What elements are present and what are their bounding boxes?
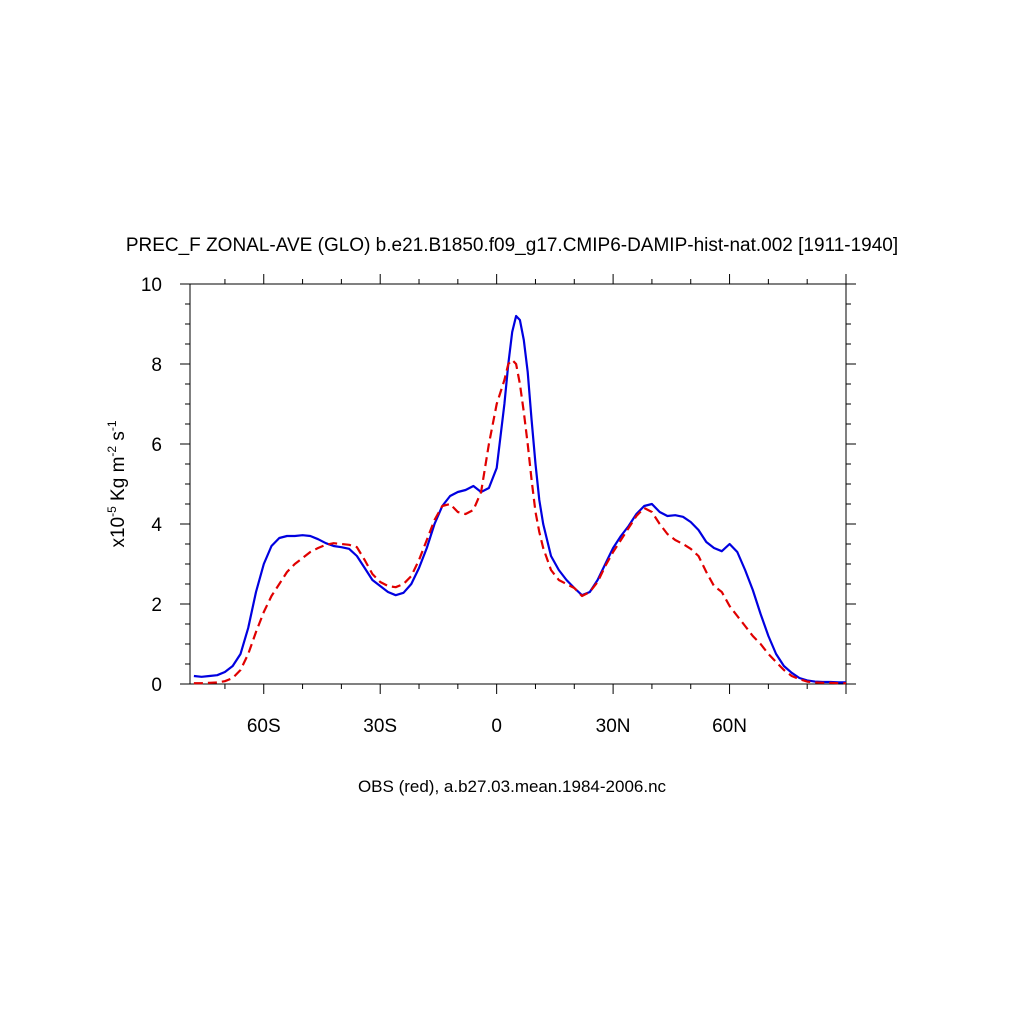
- x-tick-label: 60S: [247, 716, 281, 737]
- y-axis-label-exp3: -1: [105, 420, 119, 431]
- y-tick-label: 6: [151, 435, 162, 456]
- y-axis-label-unit2: s: [108, 431, 129, 446]
- plot-frame: [189, 283, 847, 685]
- chart-footer-note: OBS (red), a.b27.03.mean.1984-2006.nc: [358, 777, 667, 796]
- y-tick-label: 4: [151, 515, 162, 536]
- x-tick-label: 60N: [712, 716, 747, 737]
- y-tick-label: 8: [151, 355, 162, 376]
- x-tick-label: 0: [491, 716, 502, 737]
- series-line-0: [193, 314, 846, 684]
- y-tick-label: 0: [151, 675, 162, 696]
- axis-tick-labels: 0 2 4 6 8 10 60S 30S 0 30N 60N: [141, 275, 747, 737]
- y-axis-label-unit1: Kg m: [108, 457, 129, 507]
- series-line-1: [193, 358, 846, 685]
- chart-title: PREC_F ZONAL-AVE (GLO) b.e21.B1850.f09_g…: [126, 235, 898, 256]
- x-tick-label: 30N: [596, 716, 631, 737]
- y-axis-label-exp2: -2: [105, 446, 119, 457]
- series-group: [193, 314, 846, 685]
- y-tick-label: 10: [141, 275, 162, 296]
- y-tick-label: 2: [151, 595, 162, 616]
- x-tick-label: 30S: [363, 716, 397, 737]
- y-axis-label-prefix: x10: [108, 517, 129, 548]
- axis-ticks: [180, 274, 856, 694]
- y-axis-label-exp1: -5: [105, 506, 119, 517]
- y-axis-label: x10-5 Kg m-2 s-1: [105, 420, 129, 547]
